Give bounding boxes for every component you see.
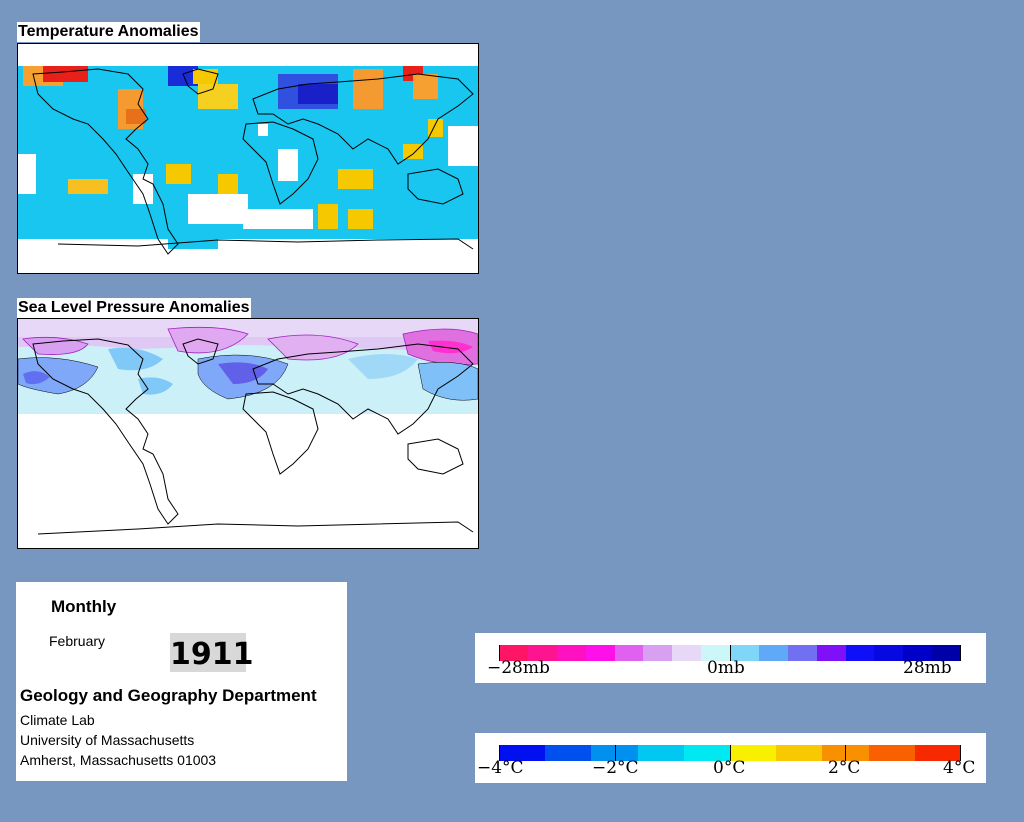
pressure-color-swatch (845, 645, 875, 661)
pressure-color-bar (499, 645, 961, 661)
pressure-map-title: Sea Level Pressure Anomalies (17, 298, 251, 318)
department-name: Geology and Geography Department (20, 686, 317, 705)
pressure-color-swatch (816, 645, 846, 661)
pressure-color-swatch (903, 645, 933, 661)
pressure-color-swatch (643, 645, 673, 661)
temperature-map-title: Temperature Anomalies (17, 22, 200, 42)
address-line: Amherst, Massachusetts 01003 (20, 752, 217, 768)
pressure-color-swatch (874, 645, 904, 661)
lab-name: Climate Lab (20, 712, 95, 728)
pressure-color-swatch (932, 645, 961, 661)
temperature-color-swatch (545, 745, 592, 761)
info-panel: Monthly February 1911 Geology and Geogra… (16, 582, 347, 781)
temperature-legend: −4°C −2°C 0°C 2°C 4°C (475, 733, 986, 783)
period-label: Monthly (51, 597, 117, 616)
temperature-tick-mark (730, 745, 731, 761)
temperature-anomaly-map (17, 43, 479, 274)
pressure-tick-mark (499, 645, 500, 661)
university-name: University of Massachusetts (20, 732, 195, 748)
temperature-color-swatch (868, 745, 915, 761)
pressure-anomaly-map (17, 318, 479, 549)
temperature-color-swatch (683, 745, 731, 761)
pressure-color-swatch (585, 645, 615, 661)
temperature-color-swatch (499, 745, 546, 761)
temperature-tick-mark (499, 745, 500, 761)
pressure-color-swatch (499, 645, 528, 661)
temperature-tick-label: −4°C (477, 758, 524, 778)
pressure-color-swatch (787, 645, 817, 661)
pressure-color-swatch (556, 645, 586, 661)
pressure-tick-mark (960, 645, 961, 661)
pressure-tick-mark (730, 645, 731, 661)
pressure-tick-label: 28mb (903, 658, 952, 678)
temperature-color-swatch (591, 745, 638, 761)
temperature-tick-label: 2°C (828, 758, 861, 778)
pressure-tick-label: 0mb (707, 658, 745, 678)
pressure-color-swatch (701, 645, 730, 661)
temperature-tick-mark (960, 745, 961, 761)
temperature-tick-mark (615, 745, 616, 761)
temperature-tick-label: 4°C (943, 758, 976, 778)
month-label: February (49, 633, 106, 649)
temperature-tick-mark (845, 745, 846, 761)
year-display: 1911 (170, 633, 254, 672)
temperature-color-swatch (776, 745, 823, 761)
temperature-color-swatch (637, 745, 684, 761)
pressure-color-swatch (758, 645, 788, 661)
temperature-color-swatch (730, 745, 777, 761)
pressure-tick-label: −28mb (487, 658, 550, 678)
pressure-color-swatch (614, 645, 644, 661)
temperature-color-bar (499, 745, 962, 761)
pressure-color-swatch (527, 645, 557, 661)
temperature-tick-label: 0°C (713, 758, 746, 778)
pressure-color-swatch (672, 645, 702, 661)
temperature-color-swatch (914, 745, 962, 761)
temperature-tick-label: −2°C (592, 758, 639, 778)
pressure-legend: −28mb 0mb 28mb (475, 633, 986, 683)
pressure-color-swatch (730, 645, 759, 661)
